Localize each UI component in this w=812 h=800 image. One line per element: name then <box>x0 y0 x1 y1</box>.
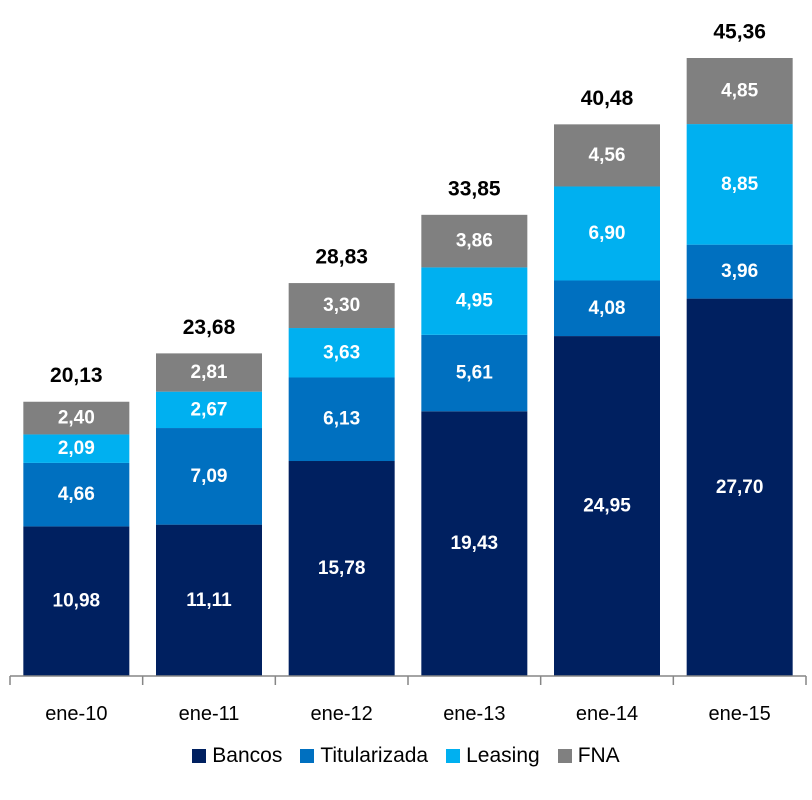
data-label-fna-ene-13: 3,86 <box>456 231 493 252</box>
total-label-ene-10: 20,13 <box>50 364 103 387</box>
x-tick-label-ene-13: ene-13 <box>443 703 505 725</box>
bar-fna-ene-11 <box>156 353 262 392</box>
legend-swatch-fna <box>557 749 572 763</box>
legend-item-leasing: Leasing <box>446 744 540 768</box>
x-tick-label-ene-12: ene-12 <box>311 703 373 725</box>
data-label-fna-ene-14: 4,56 <box>589 145 626 166</box>
bar-titularizada-ene-13 <box>421 334 528 412</box>
bar-bancos-ene-14 <box>554 336 660 676</box>
total-label-ene-12: 28,83 <box>315 246 368 269</box>
stacked-bar-chart: 10,98 4,66 2,09 2,40 20,13 11,11 7,09 2,67 2,81 2… <box>9 21 807 725</box>
bar-titularizada-ene-14 <box>554 280 660 337</box>
bar-fna-ene-15 <box>686 58 793 125</box>
x-tick-label-ene-14: ene-14 <box>576 703 638 725</box>
legend-label-fna: FNA <box>577 744 620 767</box>
total-label-ene-15: 45,36 <box>713 21 766 44</box>
data-label-titularizada-ene-10: 4,66 <box>58 484 95 505</box>
data-label-leasing-ene-11: 2,67 <box>191 399 228 420</box>
data-label-bancos-ene-11: 11,11 <box>186 590 232 611</box>
legend-label-titularizada: Titularizada <box>320 744 429 767</box>
data-label-bancos-ene-10: 10,98 <box>53 591 101 612</box>
data-label-leasing-ene-13: 4,95 <box>456 291 493 312</box>
bar-bancos-ene-15 <box>686 298 793 676</box>
data-label-bancos-ene-14: 24,95 <box>583 496 631 517</box>
total-label-ene-14: 40,48 <box>581 87 634 110</box>
data-label-fna-ene-10: 2,40 <box>58 408 95 429</box>
bar-leasing-ene-10 <box>23 434 130 463</box>
bar-bancos-ene-13 <box>421 411 528 676</box>
legend-item-bancos: Bancos <box>192 744 282 768</box>
data-label-titularizada-ene-15: 3,96 <box>721 261 758 282</box>
total-label-ene-11: 23,68 <box>183 316 236 339</box>
legend-swatch-bancos <box>192 749 207 763</box>
bar-fna-ene-14 <box>554 124 660 187</box>
data-label-bancos-ene-13: 19,43 <box>451 533 499 554</box>
bars-group: 10,98 4,66 2,09 2,40 20,13 11,11 7,09 2,67 2,81 2… <box>23 21 793 676</box>
data-label-titularizada-ene-13: 5,61 <box>456 363 493 384</box>
bar-bancos-ene-11 <box>156 524 262 676</box>
legend-item-fna: FNA <box>557 744 620 768</box>
data-label-fna-ene-11: 2,81 <box>191 362 228 383</box>
bar-fna-ene-12 <box>288 283 395 329</box>
x-tick-label-ene-15: ene-15 <box>709 703 771 725</box>
bar-titularizada-ene-10 <box>23 462 130 527</box>
data-label-leasing-ene-14: 6,90 <box>589 223 626 244</box>
legend-item-titularizada: Titularizada <box>300 744 428 768</box>
total-label-ene-13: 33,85 <box>448 177 501 200</box>
bar-leasing-ene-13 <box>421 267 528 335</box>
bar-bancos-ene-10 <box>23 526 130 676</box>
bar-titularizada-ene-11 <box>156 428 262 525</box>
bar-bancos-ene-12 <box>288 461 395 676</box>
x-axis: ene-10 ene-11 ene-12 ene-13 ene-14 ene-15 <box>9 675 807 725</box>
data-label-leasing-ene-10: 2,09 <box>58 438 95 459</box>
bar-titularizada-ene-12 <box>288 377 395 462</box>
data-label-leasing-ene-12: 3,63 <box>323 342 360 363</box>
data-label-titularizada-ene-14: 4,08 <box>589 298 626 319</box>
data-label-fna-ene-12: 3,30 <box>323 295 360 316</box>
bar-titularizada-ene-15 <box>686 244 793 299</box>
bar-leasing-ene-11 <box>156 391 262 429</box>
data-label-fna-ene-15: 4,85 <box>721 81 758 102</box>
x-tick-label-ene-10: ene-10 <box>45 703 107 725</box>
bar-leasing-ene-15 <box>686 124 793 245</box>
data-label-bancos-ene-15: 27,70 <box>716 477 764 498</box>
data-label-titularizada-ene-12: 6,13 <box>323 409 360 430</box>
bar-fna-ene-10 <box>23 401 130 435</box>
bar-fna-ene-13 <box>421 214 528 268</box>
x-tick-label-ene-11: ene-11 <box>179 703 240 725</box>
data-label-bancos-ene-12: 15,78 <box>318 558 366 579</box>
legend-swatch-leasing <box>446 749 461 763</box>
legend-label-leasing: Leasing <box>466 744 540 767</box>
legend: Bancos Titularizada Leasing FNA <box>0 744 812 768</box>
legend-swatch-titularizada <box>300 749 315 763</box>
bar-leasing-ene-12 <box>288 328 395 378</box>
bar-leasing-ene-14 <box>554 186 660 281</box>
legend-label-bancos: Bancos <box>212 744 283 767</box>
data-label-titularizada-ene-11: 7,09 <box>191 466 228 487</box>
data-label-leasing-ene-15: 8,85 <box>721 174 758 195</box>
